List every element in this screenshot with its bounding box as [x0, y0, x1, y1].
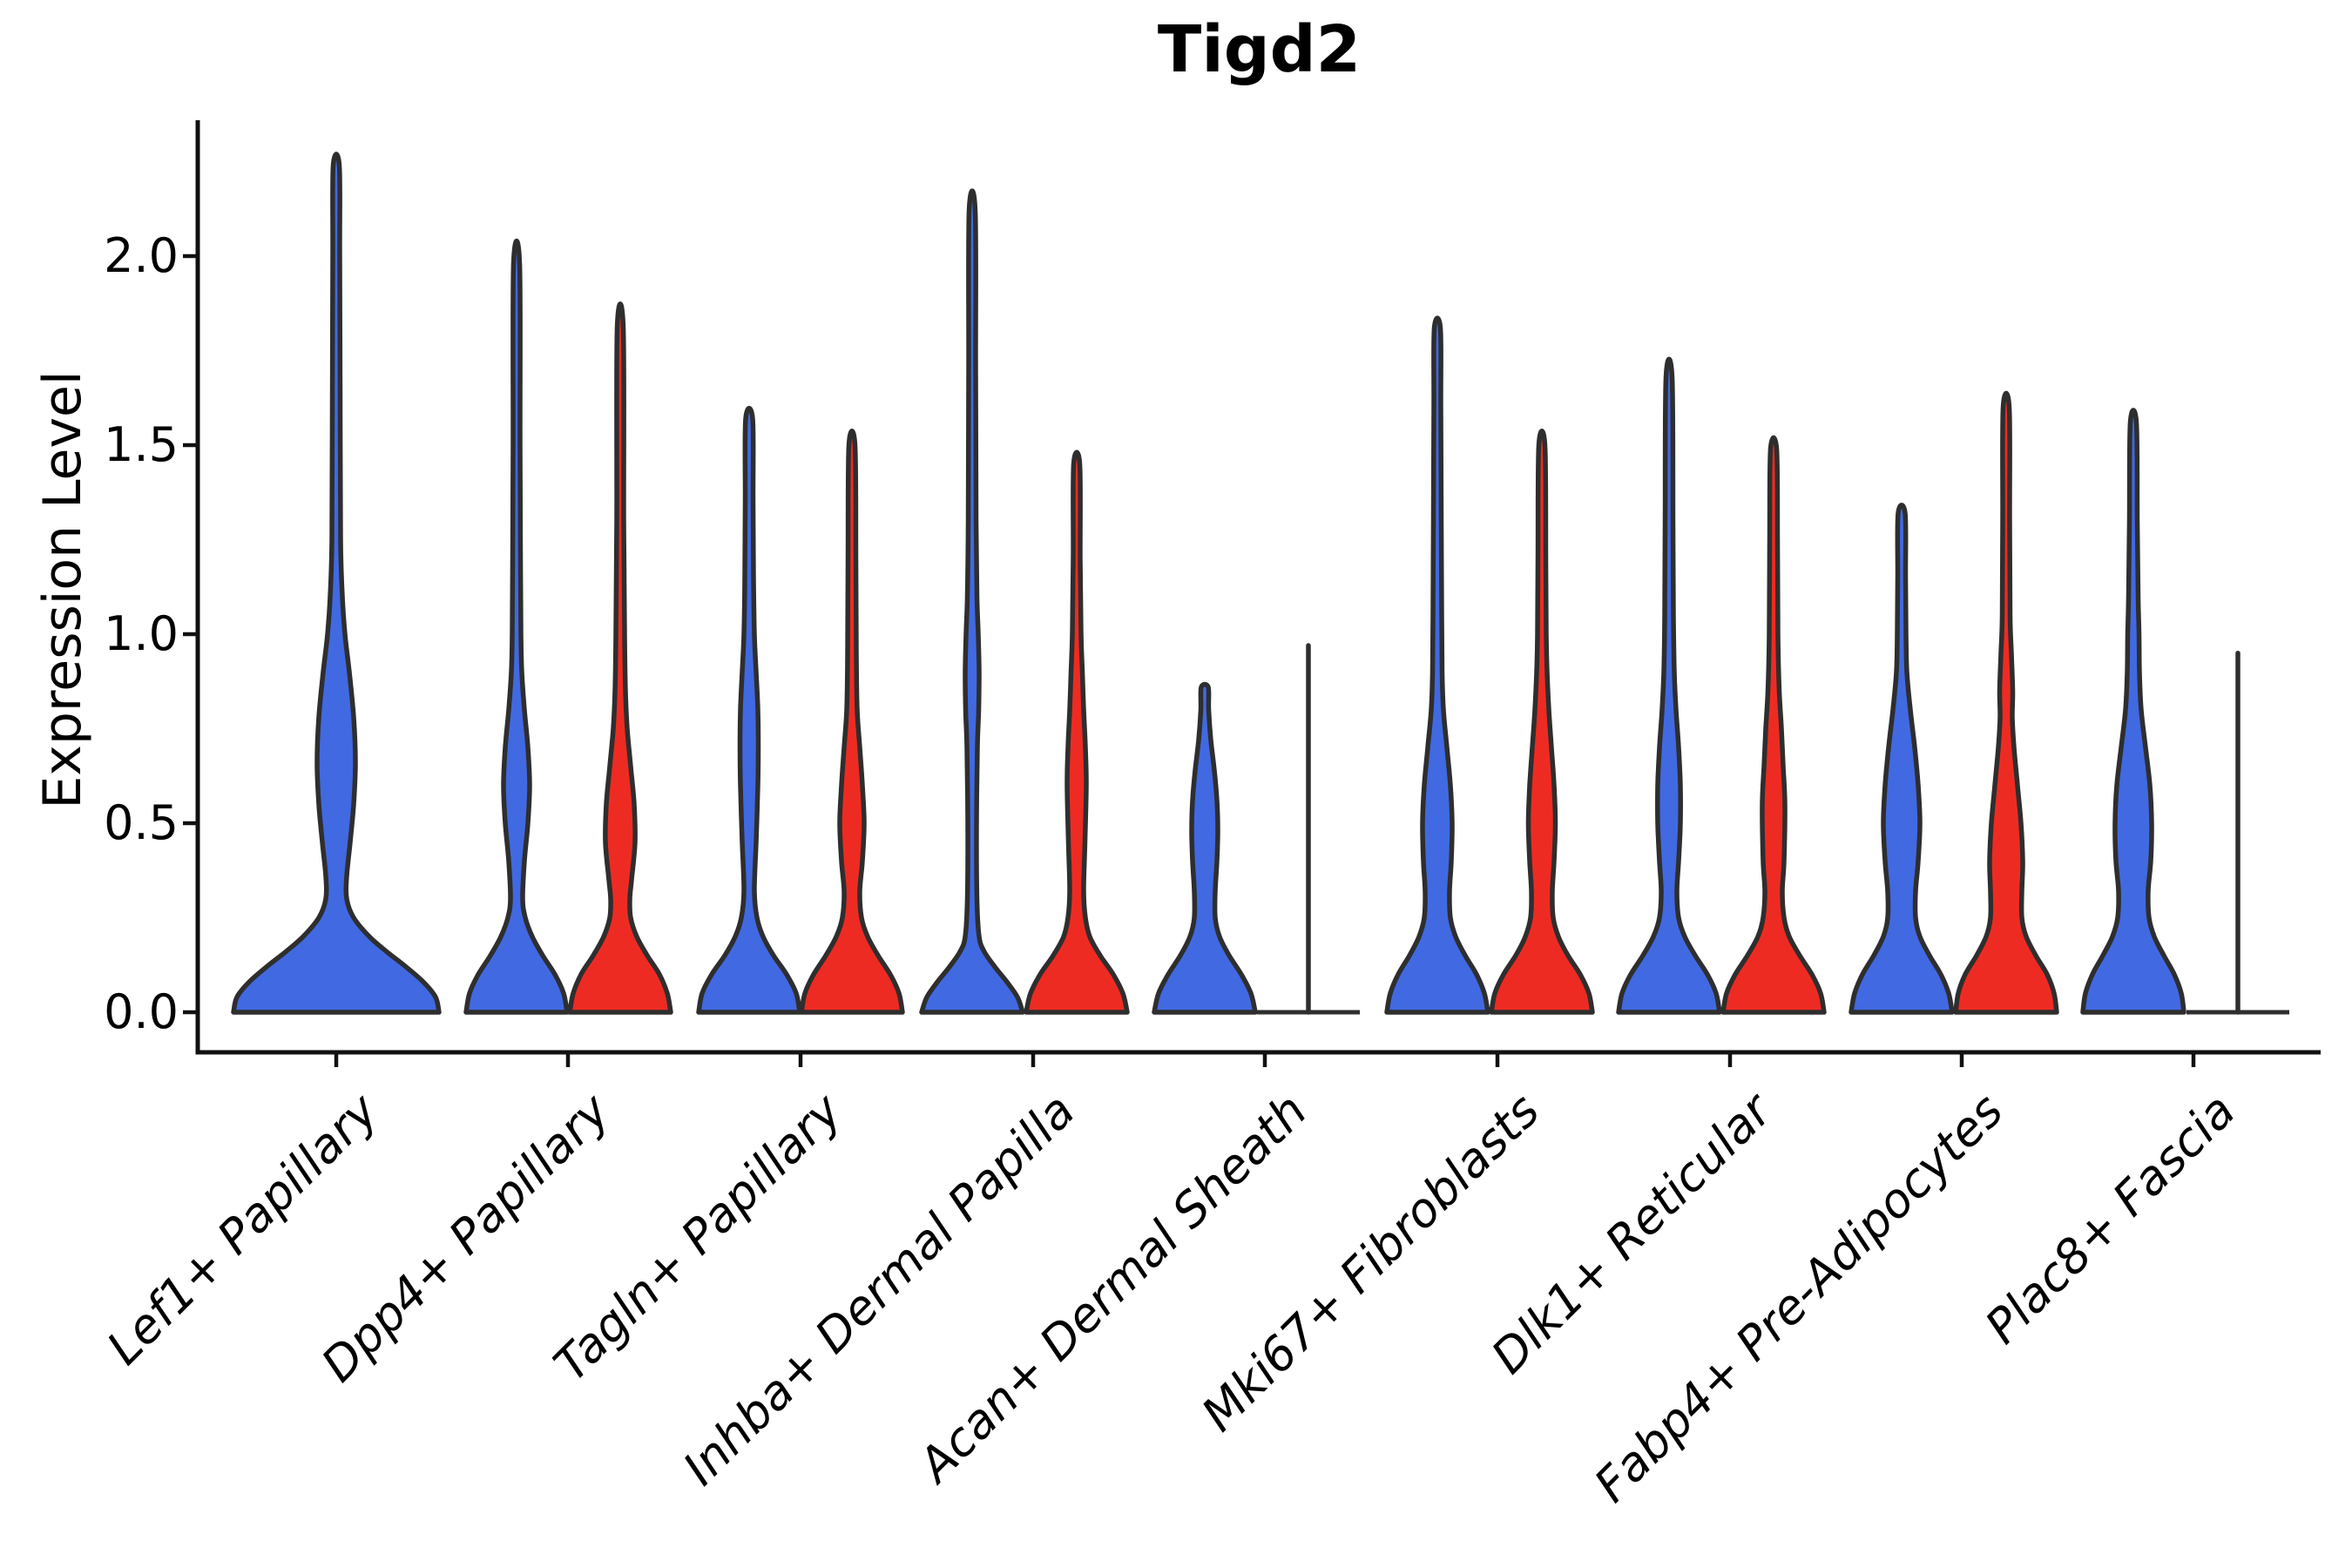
violin-inhba-dermal-papilla-blue [919, 188, 1025, 1015]
violin-dlk1-reticular-red [1720, 435, 1827, 1015]
y-tick-label-0.5: 0.5 [104, 795, 179, 850]
violin-mki67-fibroblasts-blue [1384, 315, 1490, 1015]
y-tick-label-0.0: 0.0 [104, 984, 179, 1039]
y-axis-label: Expression Level [32, 370, 93, 809]
violin-acan-dermal-sheath-blue [1152, 681, 1258, 1015]
violin-tagln-papillary-red [799, 428, 905, 1015]
y-tick-label-1.0: 1.0 [104, 606, 179, 661]
violin-mki67-fibroblasts-red [1489, 428, 1595, 1015]
y-tick-label-2.0: 2.0 [104, 228, 179, 283]
chart-title: Tigd2 [1157, 12, 1362, 87]
violin-plac8-fascia-blue [2080, 408, 2186, 1015]
violin-dlk1-reticular-blue [1616, 356, 1722, 1015]
y-tick-label-1.5: 1.5 [104, 417, 179, 472]
violin-lef1-papillary-blue [231, 152, 442, 1015]
violin-fabp4-pre-adipocytes-blue [1848, 503, 1955, 1015]
violin-tagln-papillary-blue [696, 405, 802, 1015]
violin-dpp4-papillary-blue [463, 239, 570, 1015]
violin-fabp4-pre-adipocytes-red [1953, 390, 2059, 1015]
violin-inhba-dermal-papilla-red [1024, 449, 1130, 1015]
violin-dpp4-papillary-red [567, 301, 673, 1015]
